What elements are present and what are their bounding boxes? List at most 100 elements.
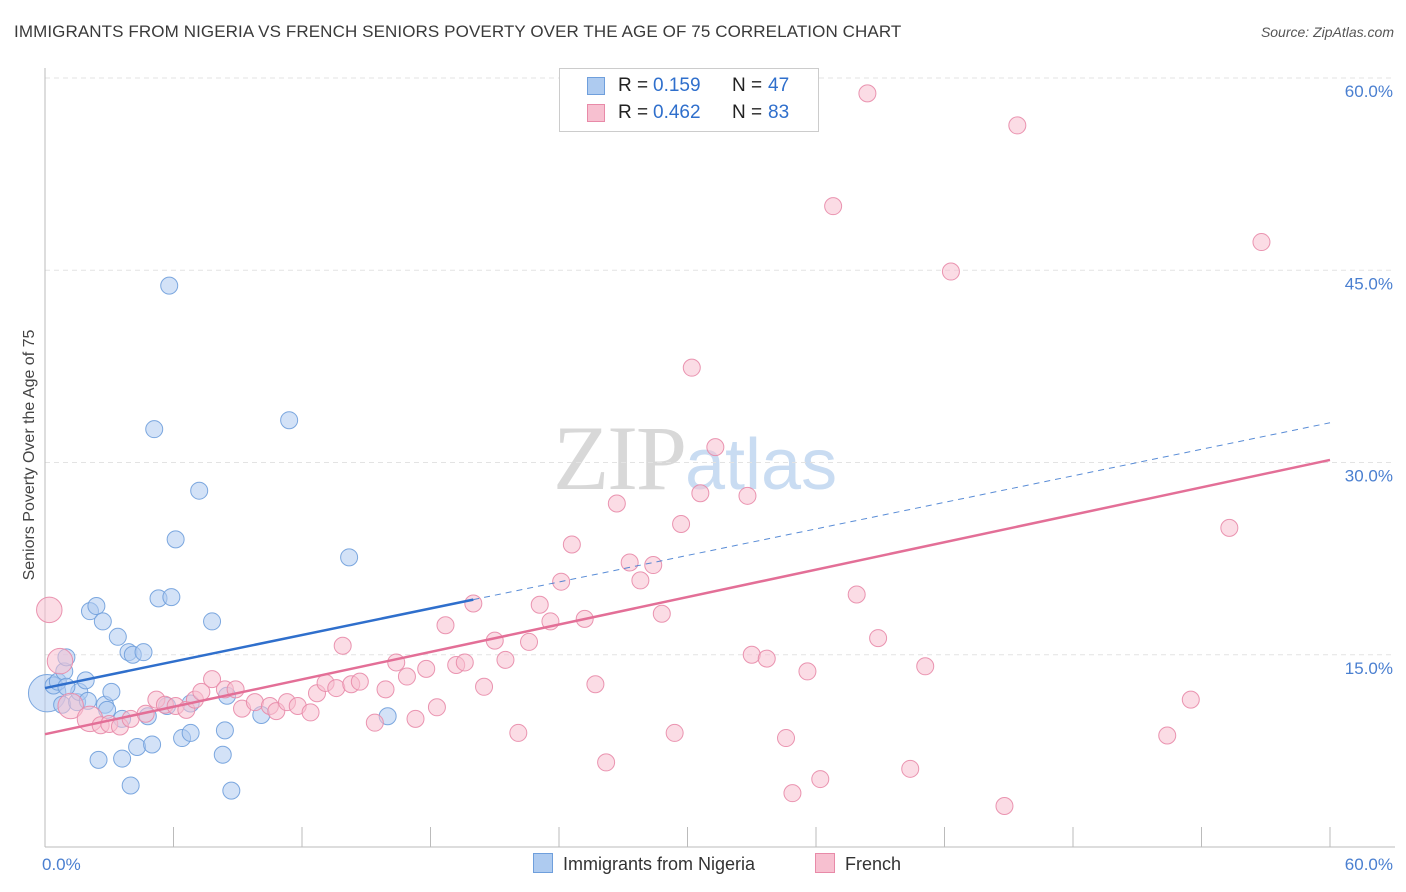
legend-r-value: 0.159 xyxy=(653,75,701,96)
data-point-french xyxy=(365,713,384,732)
data-point-french xyxy=(995,796,1014,815)
data-point-nigeria xyxy=(87,597,106,616)
y-tick-label: 15.0% xyxy=(1345,659,1393,678)
data-point-french xyxy=(652,604,671,623)
data-point-french xyxy=(824,197,843,216)
data-point-nigeria xyxy=(128,738,147,757)
bottom-legend-label: French xyxy=(845,854,902,874)
data-point-french xyxy=(301,703,320,722)
trend-line-nigeria xyxy=(44,598,474,690)
x-tick-label: 0.0% xyxy=(42,855,81,874)
bottom-legend-swatch-pink xyxy=(815,853,835,873)
data-point-nigeria xyxy=(181,723,200,742)
legend: R = 0.159 N = 47 R = 0.462 N = 83 xyxy=(559,68,819,132)
legend-n-label: N = xyxy=(732,75,763,96)
data-point-nigeria xyxy=(190,481,209,500)
data-point-french xyxy=(509,723,528,742)
data-point-nigeria xyxy=(108,627,127,646)
data-point-french xyxy=(798,662,817,681)
data-point-nigeria xyxy=(162,588,181,607)
data-point-french xyxy=(644,556,663,575)
data-point-french xyxy=(777,729,796,748)
data-point-nigeria xyxy=(213,745,232,764)
data-point-nigeria xyxy=(166,530,185,549)
trend-lines xyxy=(44,422,1331,736)
data-point-nigeria xyxy=(102,682,121,701)
y-tick-label: 30.0% xyxy=(1345,467,1393,486)
data-point-french xyxy=(520,632,539,651)
data-point-nigeria xyxy=(215,721,234,740)
legend-swatch-pink xyxy=(587,104,605,122)
data-point-french xyxy=(1220,518,1239,537)
data-point-french xyxy=(203,670,222,689)
data-point-french xyxy=(562,535,581,554)
data-point-french xyxy=(941,262,960,281)
legend-r-value: 0.462 xyxy=(653,102,701,123)
data-point-french xyxy=(121,709,140,728)
data-point-french xyxy=(455,653,474,672)
data-point-french xyxy=(1252,233,1271,252)
source-credit: Source: ZipAtlas.com xyxy=(1260,24,1394,40)
trend-line-nigeria-extension xyxy=(473,422,1331,601)
data-point-french xyxy=(350,672,369,691)
bottom-legend-swatch-blue xyxy=(533,853,553,873)
data-point-french xyxy=(901,759,920,778)
data-point-nigeria xyxy=(89,750,108,769)
legend-n-label: N = xyxy=(732,102,763,123)
series-french-points xyxy=(36,84,1271,815)
watermark-zip: ZIP xyxy=(553,407,687,509)
tick-labels: 15.0% 30.0% 45.0% 60.0% 0.0% 60.0% xyxy=(42,82,1393,874)
legend-r-label: R = xyxy=(618,75,649,96)
data-point-french xyxy=(57,692,84,720)
data-point-french xyxy=(665,723,684,742)
data-point-french xyxy=(46,647,74,675)
y-tick-label: 60.0% xyxy=(1345,82,1393,101)
data-point-french xyxy=(858,84,877,103)
data-point-french xyxy=(586,675,605,694)
data-point-nigeria xyxy=(121,776,140,795)
x-tick-label: 60.0% xyxy=(1345,855,1393,874)
data-point-nigeria xyxy=(143,735,162,754)
data-point-french xyxy=(1158,726,1177,745)
data-point-french xyxy=(783,784,802,803)
data-point-nigeria xyxy=(57,677,76,696)
bottom-legend-nigeria: Immigrants from Nigeria xyxy=(533,852,755,876)
data-point-french xyxy=(1008,116,1027,135)
data-point-nigeria xyxy=(160,276,179,295)
data-point-nigeria xyxy=(203,612,222,631)
data-point-french xyxy=(376,680,395,699)
trend-line-french xyxy=(44,458,1331,736)
data-point-french xyxy=(811,770,830,789)
data-point-nigeria xyxy=(222,781,241,800)
data-point-french xyxy=(327,679,346,698)
legend-n-value: 47 xyxy=(768,75,790,96)
bottom-legend-label: Immigrants from Nigeria xyxy=(563,854,756,874)
legend-n-value: 83 xyxy=(768,102,790,123)
chart-title: IMMIGRANTS FROM NIGERIA VS FRENCH SENIOR… xyxy=(14,22,902,41)
data-point-french xyxy=(631,571,650,590)
data-point-nigeria xyxy=(134,643,153,662)
legend-r-label: R = xyxy=(618,102,649,123)
watermark: ZIPatlas xyxy=(553,405,837,511)
data-point-french xyxy=(427,698,446,717)
data-point-french xyxy=(607,494,626,513)
data-point-french xyxy=(620,553,639,572)
data-point-nigeria xyxy=(280,411,299,430)
legend-swatch-blue xyxy=(587,77,605,95)
grid-lines xyxy=(45,77,1395,656)
data-point-french xyxy=(406,709,425,728)
data-point-nigeria xyxy=(145,420,164,439)
data-point-french xyxy=(847,585,866,604)
data-point-french xyxy=(742,645,761,664)
data-point-french xyxy=(333,636,352,655)
axes xyxy=(44,68,1395,848)
data-point-french xyxy=(691,484,710,503)
data-point-nigeria xyxy=(113,749,132,768)
data-point-french xyxy=(916,657,935,676)
data-point-french xyxy=(36,596,63,624)
data-point-french xyxy=(496,650,515,669)
data-point-french xyxy=(682,358,701,377)
data-point-french xyxy=(397,667,416,686)
data-point-french xyxy=(530,595,549,614)
data-point-french xyxy=(869,629,888,648)
